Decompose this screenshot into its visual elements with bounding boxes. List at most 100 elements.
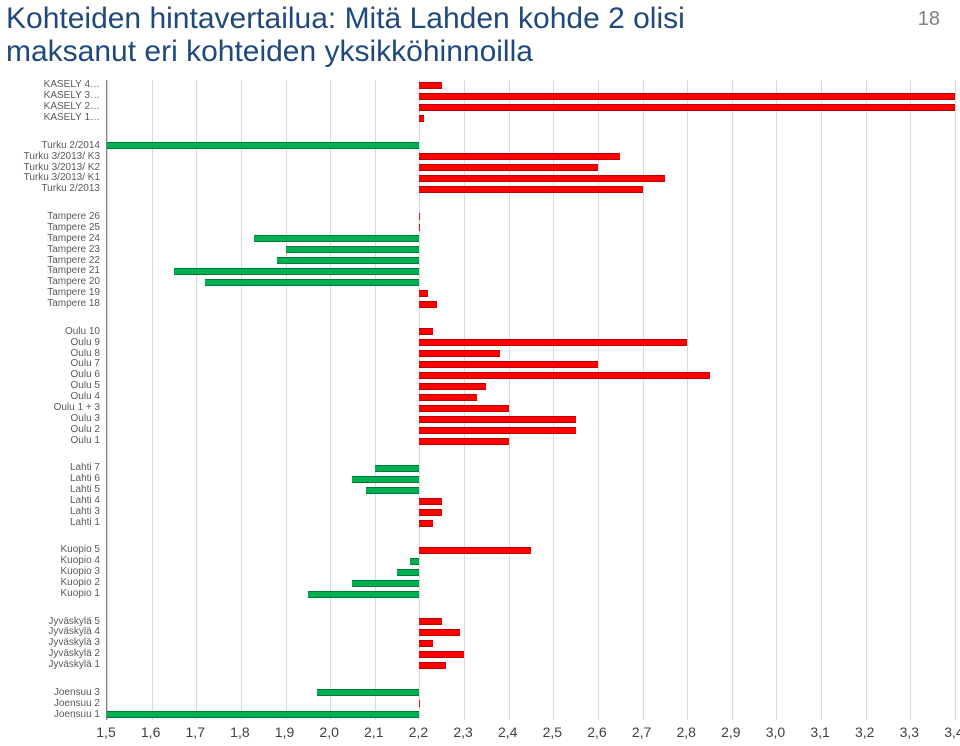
- y-category-label: Oulu 9: [71, 338, 100, 348]
- y-category-label: Lahti 5: [70, 485, 100, 495]
- y-category-label: Jyväskylä 3: [48, 638, 100, 648]
- bar: [419, 82, 441, 89]
- bar: [419, 361, 598, 368]
- x-tick-label: 2,4: [498, 724, 517, 740]
- x-tick-label: 2,1: [364, 724, 383, 740]
- bar: [107, 142, 419, 149]
- y-category-label: Oulu 7: [71, 359, 100, 369]
- bar: [419, 700, 420, 707]
- bar: [277, 257, 420, 264]
- x-tick-label: 1,8: [230, 724, 249, 740]
- bar: [419, 224, 420, 231]
- bar: [419, 290, 428, 297]
- y-category-label: Kuopio 1: [61, 589, 100, 599]
- y-category-label: KASELY 3…: [44, 91, 100, 101]
- bar-chart: KASELY 4…KASELY 3…KASELY 2…KASELY 1…Turk…: [0, 80, 960, 720]
- bar: [419, 520, 432, 527]
- bar: [419, 153, 620, 160]
- bar: [308, 591, 420, 598]
- x-tick-label: 3,1: [810, 724, 829, 740]
- title-line-1: Kohteiden hintavertailua: Mitä Lahden ko…: [6, 2, 685, 35]
- y-category-label: Oulu 6: [71, 370, 100, 380]
- y-category-label: Turku 3/2013/ K3: [24, 152, 100, 162]
- bar: [419, 104, 955, 111]
- x-tick-label: 3,4: [944, 724, 960, 740]
- bar: [419, 662, 446, 669]
- y-category-label: Turku 2/2013: [41, 184, 100, 194]
- bar: [419, 629, 459, 636]
- bar: [419, 640, 432, 647]
- y-category-label: Tampere 25: [47, 223, 100, 233]
- x-tick-label: 1,7: [186, 724, 205, 740]
- bar: [397, 569, 419, 576]
- y-category-label: Oulu 10: [65, 327, 100, 337]
- y-category-label: Tampere 18: [47, 299, 100, 309]
- bar: [419, 651, 464, 658]
- x-tick-label: 2,2: [409, 724, 428, 740]
- y-category-label: Tampere 24: [47, 234, 100, 244]
- bar: [419, 164, 598, 171]
- y-category-label: Turku 3/2013/ K1: [24, 173, 100, 183]
- y-category-label: Kuopio 5: [61, 545, 100, 555]
- bar: [419, 498, 441, 505]
- y-category-label: Jyväskylä 2: [48, 649, 100, 659]
- y-category-label: Jyväskylä 1: [48, 660, 100, 670]
- y-category-label: Turku 2/2014: [41, 141, 100, 151]
- bar: [317, 689, 420, 696]
- y-category-label: Joensuu 2: [54, 699, 100, 709]
- y-axis-labels: KASELY 4…KASELY 3…KASELY 2…KASELY 1…Turk…: [0, 80, 104, 720]
- bar: [419, 383, 486, 390]
- bar: [419, 186, 642, 193]
- x-tick-label: 2,5: [543, 724, 562, 740]
- x-tick-label: 3,0: [766, 724, 785, 740]
- y-category-label: Joensuu 1: [54, 710, 100, 720]
- plot-area: [106, 80, 954, 720]
- y-category-label: Oulu 4: [71, 392, 100, 402]
- bar: [419, 350, 499, 357]
- bar: [352, 476, 419, 483]
- x-tick-label: 3,2: [855, 724, 874, 740]
- bar: [286, 246, 420, 253]
- bar: [419, 328, 432, 335]
- y-category-label: Tampere 23: [47, 245, 100, 255]
- x-tick-label: 2,9: [721, 724, 740, 740]
- bar: [254, 235, 419, 242]
- y-category-label: Tampere 21: [47, 266, 100, 276]
- x-tick-label: 3,3: [900, 724, 919, 740]
- y-category-label: KASELY 4…: [44, 80, 100, 90]
- bar: [419, 438, 508, 445]
- x-tick-label: 1,5: [96, 724, 115, 740]
- y-category-label: Lahti 6: [70, 474, 100, 484]
- y-category-label: Oulu 1: [71, 436, 100, 446]
- title-area: Kohteiden hintavertailua: Mitä Lahden ko…: [0, 0, 960, 72]
- y-category-label: Lahti 7: [70, 463, 100, 473]
- y-category-label: Kuopio 3: [61, 567, 100, 577]
- page-title: Kohteiden hintavertailua: Mitä Lahden ko…: [6, 2, 685, 68]
- bar: [419, 405, 508, 412]
- y-category-label: Joensuu 3: [54, 688, 100, 698]
- bar: [174, 268, 419, 275]
- x-tick-label: 2,8: [676, 724, 695, 740]
- y-category-label: Tampere 26: [47, 212, 100, 222]
- page-number: 18: [918, 2, 950, 31]
- y-category-label: Lahti 1: [70, 518, 100, 528]
- bar: [375, 465, 420, 472]
- x-tick-label: 2,3: [453, 724, 472, 740]
- x-tick-label: 1,6: [141, 724, 160, 740]
- bar: [419, 372, 709, 379]
- bar: [419, 416, 575, 423]
- bar: [205, 279, 419, 286]
- x-tick-label: 2,0: [319, 724, 338, 740]
- bar: [419, 339, 687, 346]
- y-category-label: KASELY 1…: [44, 113, 100, 123]
- y-category-label: Kuopio 4: [61, 556, 100, 566]
- gridline: [955, 80, 956, 720]
- bar: [352, 580, 419, 587]
- bar: [107, 711, 419, 718]
- y-category-label: Oulu 8: [71, 349, 100, 359]
- y-category-label: Tampere 19: [47, 288, 100, 298]
- bar: [419, 93, 955, 100]
- y-category-label: Jyväskylä 5: [48, 617, 100, 627]
- y-category-label: Jyväskylä 4: [48, 627, 100, 637]
- bar: [419, 509, 441, 516]
